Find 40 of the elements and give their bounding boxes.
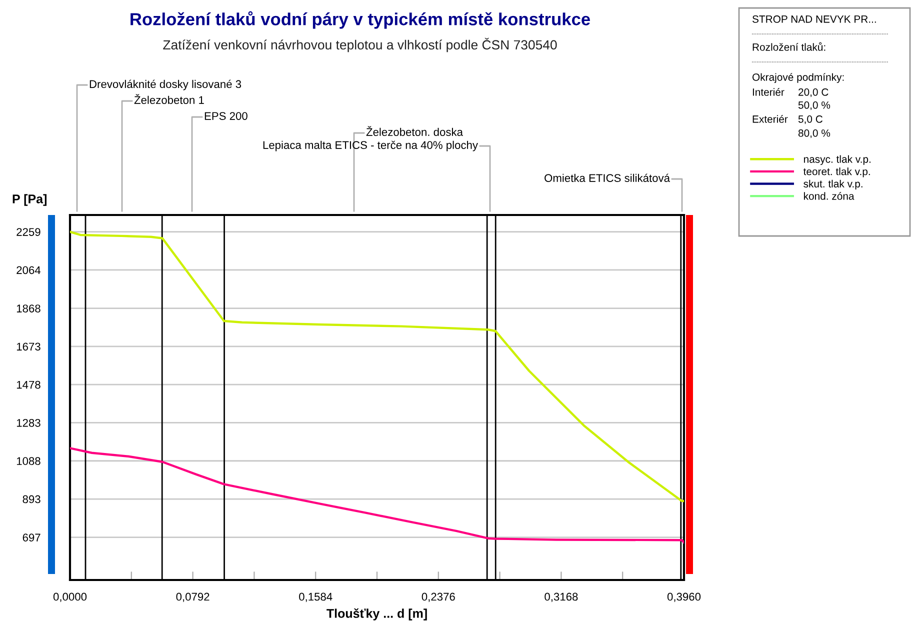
- text: 80,0 %: [798, 129, 830, 138]
- y-tick-label: 1868: [16, 304, 40, 312]
- y-axis-title: P [Pa]: [12, 194, 47, 206]
- legend-label: kond. zóna: [804, 192, 854, 200]
- text: Železobeton 1: [134, 94, 204, 104]
- x-tick-label: 0,1584: [299, 592, 332, 602]
- legend-label: skut. tlak v.p.: [804, 180, 862, 190]
- chart-subtitle: Zatížení venkovní návrhovou teplotou a vlhkostí podle ČSN 730540: [163, 38, 557, 52]
- y-tick-label: 1673: [16, 342, 40, 351]
- line-series: [70, 447, 684, 544]
- y-tick-label: 1478: [16, 380, 40, 389]
- text: Drevovláknité dosky lisované 3: [90, 80, 242, 90]
- legend-label: teoret. tlak v.p.: [803, 168, 870, 178]
- y-tick-label: 1283: [16, 419, 40, 427]
- chart-title: Rozložení tlaků vodní páry v typickém místě konstrukce: [130, 11, 590, 29]
- x-axis-title: Tloušťky ... d [m]: [326, 608, 427, 620]
- text: EPS 200: [204, 112, 248, 120]
- y-tick-label: 697: [22, 534, 40, 542]
- text: 5,0 C: [798, 115, 822, 124]
- text: 20,0 C: [798, 88, 828, 98]
- y-tick-label: 1088: [16, 457, 40, 466]
- x-tick-label: 0,3168: [544, 592, 578, 602]
- text: Rozložení tlaků:: [752, 42, 826, 51]
- text: 50,0 %: [798, 101, 830, 110]
- legend-label: nasyc. tlak v.p.: [804, 155, 870, 165]
- text: Lepiaca malta ETICS - terče na 40% plochy: [263, 140, 478, 152]
- text: Omietka ETICS silikátová: [544, 174, 670, 182]
- line-series: [70, 230, 684, 502]
- text: Železobeton. doska: [366, 126, 463, 136]
- text: Interiér: [752, 88, 784, 96]
- x-tick-label: 0,0792: [176, 592, 210, 602]
- text: Okrajové podmínky:: [752, 73, 844, 83]
- x-tick-label: 0,2376: [422, 592, 455, 602]
- text: Exteriér: [752, 115, 788, 123]
- y-tick-label: 2259: [16, 228, 40, 236]
- y-tick-label: 893: [22, 495, 40, 504]
- x-tick-label: 0,3960: [667, 592, 701, 602]
- text: STROP NAD NEVYK PR...: [752, 15, 876, 23]
- x-tick-label: 0,0000: [53, 592, 87, 602]
- y-tick-label: 2064: [16, 266, 41, 274]
